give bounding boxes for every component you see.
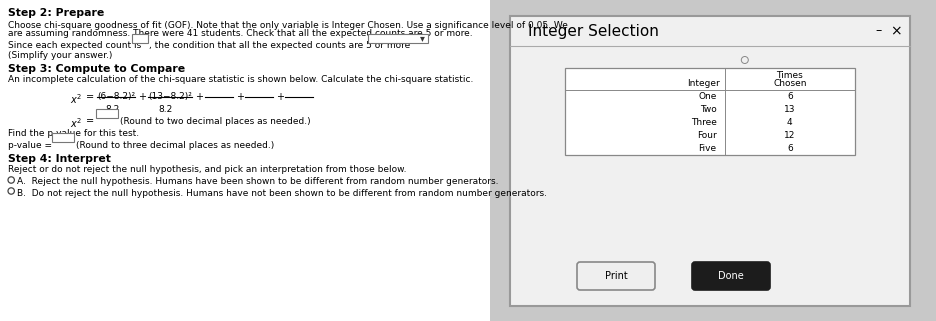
Text: (Round to two decimal places as needed.): (Round to two decimal places as needed.) (120, 117, 311, 126)
Text: Integer Selection: Integer Selection (528, 24, 659, 39)
FancyBboxPatch shape (565, 68, 855, 155)
Text: Step 2: Prepare: Step 2: Prepare (8, 8, 104, 18)
Text: , the condition that all the expected counts are 5 or more: , the condition that all the expected co… (149, 41, 410, 50)
Text: (Simplify your answer.): (Simplify your answer.) (8, 50, 112, 59)
Text: A.  Reject the null hypothesis. Humans have been shown to be different from rand: A. Reject the null hypothesis. Humans ha… (17, 178, 499, 187)
FancyBboxPatch shape (490, 0, 936, 321)
Text: One: One (698, 92, 716, 101)
Text: Two: Two (700, 105, 716, 114)
Text: 6: 6 (787, 92, 793, 101)
Text: +: + (236, 91, 244, 101)
Text: Chosen: Chosen (773, 79, 807, 88)
Text: Step 3: Compute to Compare: Step 3: Compute to Compare (8, 64, 185, 74)
Text: 8.2: 8.2 (105, 105, 119, 114)
FancyBboxPatch shape (577, 262, 655, 290)
FancyBboxPatch shape (368, 33, 428, 42)
Text: (13−8.2)²: (13−8.2)² (148, 91, 192, 100)
Text: p-value =: p-value = (8, 141, 52, 150)
Text: Five: Five (698, 144, 716, 153)
Text: 13: 13 (784, 105, 796, 114)
Text: Reject or do not reject the null hypothesis, and pick an interpretation from tho: Reject or do not reject the null hypothe… (8, 164, 406, 173)
FancyBboxPatch shape (52, 133, 74, 142)
Text: ×: × (890, 24, 901, 38)
Text: Four: Four (696, 131, 716, 140)
FancyBboxPatch shape (132, 33, 148, 42)
Text: +: + (276, 91, 284, 101)
Text: Integer: Integer (687, 79, 720, 88)
Text: =: = (86, 92, 95, 102)
Text: $x^2$: $x^2$ (70, 92, 82, 106)
Text: 8.2: 8.2 (158, 105, 172, 114)
Text: B.  Do not reject the null hypothesis. Humans have not been shown to be differen: B. Do not reject the null hypothesis. Hu… (17, 188, 547, 197)
Text: Step 4: Interpret: Step 4: Interpret (8, 153, 110, 163)
FancyBboxPatch shape (510, 16, 910, 306)
Text: (6−8.2)²: (6−8.2)² (97, 91, 135, 100)
FancyBboxPatch shape (0, 0, 490, 321)
Text: +: + (138, 91, 146, 101)
Text: Find the p-value for this test.: Find the p-value for this test. (8, 129, 139, 138)
Text: 6: 6 (787, 144, 793, 153)
Text: –: – (875, 24, 882, 37)
Text: Print: Print (605, 271, 627, 281)
Text: Three: Three (691, 118, 716, 127)
Text: Choose chi-square goodness of fit (GOF). Note that the only variable is Integer : Choose chi-square goodness of fit (GOF).… (8, 21, 568, 30)
Text: An incomplete calculation of the chi-square statistic is shown below. Calculate : An incomplete calculation of the chi-squ… (8, 74, 474, 83)
Text: Done: Done (718, 271, 744, 281)
Text: (Round to three decimal places as needed.): (Round to three decimal places as needed… (76, 141, 274, 150)
Text: $x^2$: $x^2$ (70, 117, 82, 130)
Text: 4: 4 (787, 118, 793, 127)
Text: Since each expected count is: Since each expected count is (8, 41, 141, 50)
Text: =: = (86, 117, 95, 126)
FancyBboxPatch shape (692, 262, 770, 290)
Text: ▾: ▾ (420, 33, 425, 43)
Text: are assuming randomness. There were 41 students. Check that all the expected cou: are assuming randomness. There were 41 s… (8, 30, 473, 39)
Text: Times: Times (776, 71, 803, 80)
Text: 12: 12 (784, 131, 796, 140)
Text: +: + (195, 91, 203, 101)
FancyBboxPatch shape (96, 108, 118, 117)
